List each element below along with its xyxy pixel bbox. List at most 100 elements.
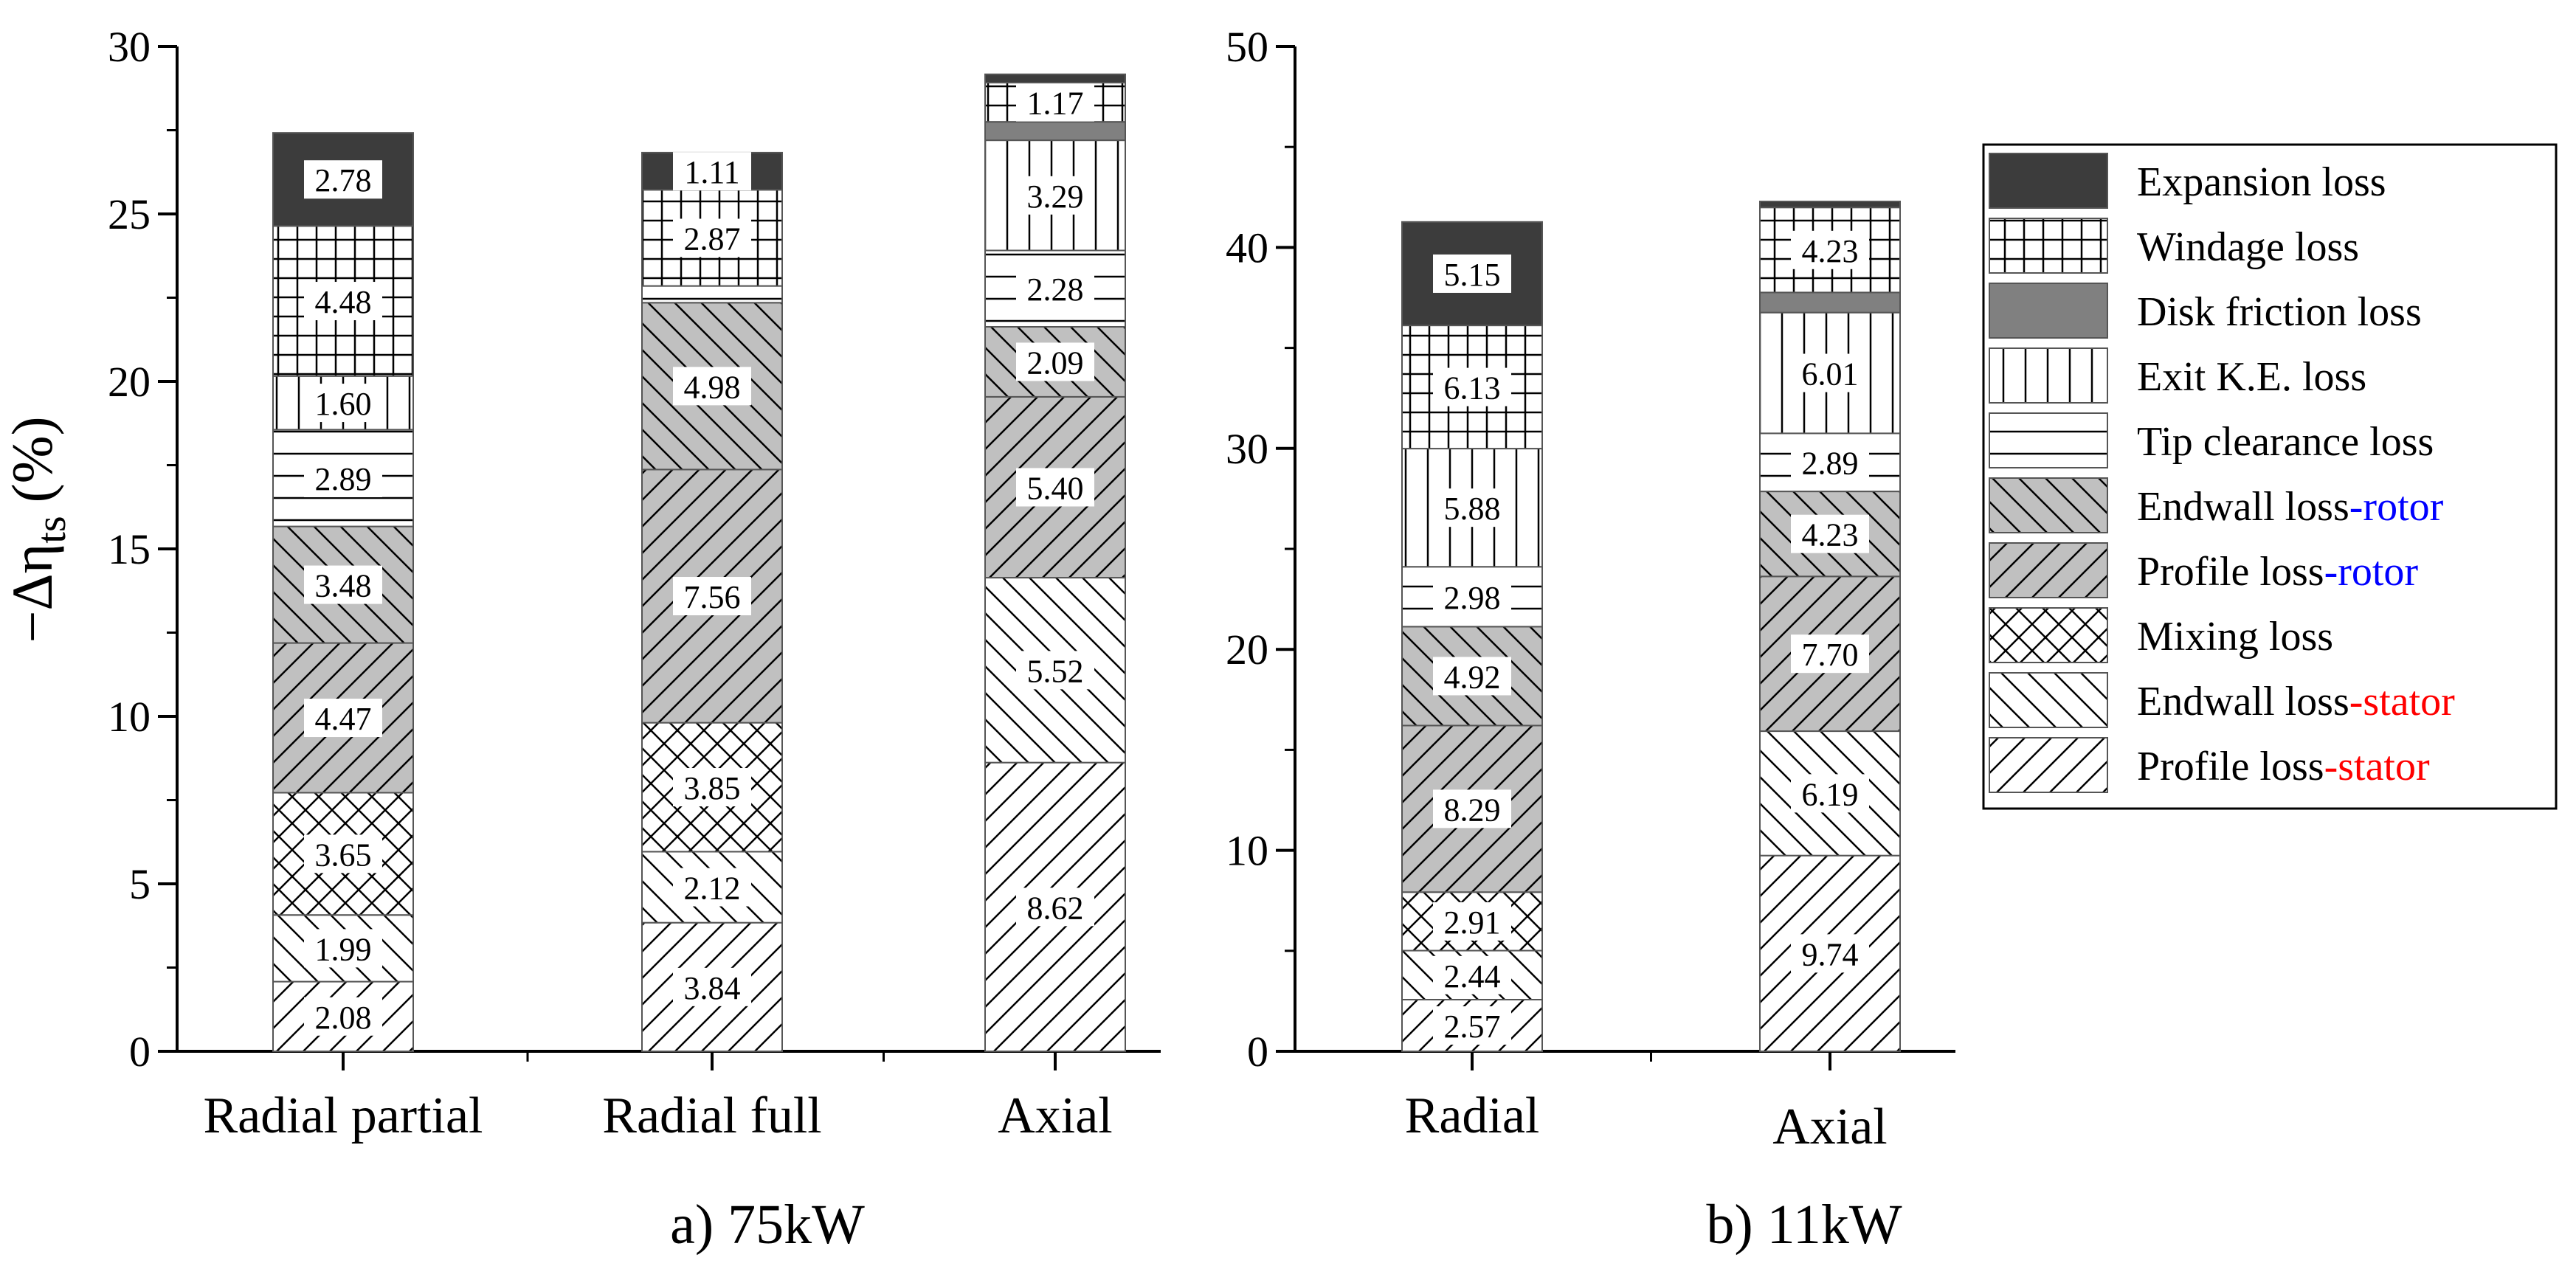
data-label-box <box>304 929 382 968</box>
data-label-box <box>673 768 751 807</box>
legend-label: Windage loss <box>2137 224 2359 270</box>
segment-expansion-loss-border <box>984 73 1126 84</box>
plot-layer: 0 5 10 15 20 25 30 Radial partial Radial full Axi… <box>108 23 1955 1256</box>
data-label: 2.91 <box>1444 904 1501 941</box>
data-label-box <box>1016 83 1094 122</box>
legend-swatch-hatch <box>1989 218 2107 273</box>
legend-label-name: Tip clearance loss <box>2137 419 2434 465</box>
legend-label-name: Exit K.E. loss <box>2137 354 2366 400</box>
panel-title: a) 75kW <box>670 1194 865 1256</box>
legend-label-name: Profile loss <box>2137 744 2324 789</box>
data-label: 2.98 <box>1444 580 1501 616</box>
legend-label-name: Disk friction loss <box>2137 289 2422 335</box>
data-label-box <box>1433 955 1511 994</box>
legend-swatch-hatch <box>1989 608 2107 663</box>
data-label: 8.29 <box>1444 792 1501 828</box>
data-label-box <box>304 699 382 738</box>
y-tick-label: 30 <box>1226 425 1268 473</box>
data-label-box <box>304 282 382 321</box>
legend-label-name: Endwall loss <box>2137 484 2349 530</box>
data-label-box <box>1016 269 1094 308</box>
data-label-box <box>304 565 382 604</box>
data-label-box <box>1433 577 1511 616</box>
data-label-box <box>1791 774 1869 813</box>
data-label-box <box>1791 514 1869 553</box>
y-tick-label: 0 <box>129 1028 151 1076</box>
legend-label-name: Mixing loss <box>2137 614 2333 660</box>
legend-label: Disk friction loss <box>2137 289 2422 335</box>
legend-entry-profile-loss-stator: Profile loss-stator <box>1989 737 2430 793</box>
legend-label: Tip clearance loss <box>2137 419 2434 465</box>
data-label: 6.19 <box>1802 776 1859 812</box>
legend-label-name: Profile loss <box>2137 549 2324 595</box>
data-label-box <box>304 384 382 423</box>
bar-axial: 9.74 6.19 7.70 4.23 2.89 6.01 4.23 <box>1759 201 1901 1052</box>
data-label-box <box>1016 342 1094 381</box>
y-tick-label: 50 <box>1226 23 1268 71</box>
bar-radial: 2.57 2.44 2.91 8.29 4.92 2.98 5.88 6.13 5.15 <box>1401 221 1543 1052</box>
data-label: 7.56 <box>684 579 741 615</box>
legend-label-suffix: -stator <box>2324 744 2430 789</box>
panel-title: b) 11kW <box>1706 1194 1902 1256</box>
legend-swatch-border <box>1989 218 2108 274</box>
legend-entry-windage-loss: Windage loss <box>1989 218 2359 274</box>
data-label: 1.17 <box>1027 86 1084 122</box>
data-label: 4.92 <box>1444 659 1501 695</box>
data-label: 2.44 <box>1444 958 1501 994</box>
bar-axial: 8.62 5.52 5.40 2.09 2.28 3.29 1.17 <box>984 73 1126 1052</box>
y-tick-label: 20 <box>1226 626 1268 674</box>
data-label: 6.01 <box>1802 356 1859 392</box>
legend-label-name: Windage loss <box>2137 224 2359 270</box>
bar-radial-partial: 2.08 1.99 3.65 4.47 3.48 2.89 1.60 4.48 2.78 <box>272 132 414 1052</box>
legend-label: Expansion loss <box>2137 159 2386 205</box>
legend-label: Endwall loss-stator <box>2137 679 2455 724</box>
legend-swatch-hatch <box>1989 673 2107 727</box>
y-tick-label: 25 <box>108 190 151 238</box>
data-label: 2.09 <box>1027 345 1084 381</box>
y-axis-label-main: −Δη <box>0 544 64 643</box>
data-label-box <box>1016 888 1094 927</box>
legend-entry-profile-loss-rotor: Profile loss-rotor <box>1989 542 2418 598</box>
x-tick-label: Radial full <box>602 1087 821 1144</box>
data-label-box <box>304 458 382 497</box>
legend-swatch-hatch <box>1989 348 2107 403</box>
data-label: 4.98 <box>684 369 741 405</box>
segment-disk-friction-loss-fill <box>1760 292 1900 313</box>
segment-expansion-loss-border <box>1401 221 1543 327</box>
panel-1: 0 5 10 15 20 25 30 Radial partial Radial full Axi… <box>108 23 1161 1256</box>
data-label-box <box>673 868 751 907</box>
data-label: 2.78 <box>315 162 372 198</box>
data-label: 3.48 <box>315 568 372 604</box>
data-label-box <box>1433 1006 1511 1045</box>
data-label: 5.15 <box>1444 257 1501 293</box>
legend-swatch-border <box>1989 412 2108 468</box>
legend-entry-exit-k-e-loss: Exit K.E. loss <box>1989 347 2366 404</box>
data-label-box <box>1433 789 1511 828</box>
data-label-box <box>1016 468 1094 507</box>
data-label: 1.11 <box>684 154 739 190</box>
data-label: 3.85 <box>684 770 741 806</box>
panel-2: 0 10 20 30 40 50 Radial Axial 2.57 2.44 2.91 8.29 4.… <box>1226 23 1955 1256</box>
data-label-box <box>1433 254 1511 293</box>
legend-label-suffix: -rotor <box>2324 549 2419 595</box>
data-label-box <box>673 577 751 616</box>
data-label-box <box>1791 634 1869 674</box>
legend-swatch-border <box>1989 477 2108 533</box>
y-tick-label: 0 <box>1247 1028 1268 1076</box>
bar-radial-full: 3.84 2.12 3.85 7.56 4.98 2.87 1.11 <box>641 151 783 1052</box>
segment-expansion-loss-fill <box>1760 201 1900 208</box>
data-label-box <box>1016 651 1094 690</box>
segment-disk-friction-loss-fill <box>985 122 1125 141</box>
data-label: 2.89 <box>1802 446 1859 482</box>
data-label: 8.62 <box>1027 890 1084 926</box>
svg-text:−Δηts(%): −Δηts (%) <box>0 416 75 643</box>
y-tick-label: 10 <box>108 693 151 741</box>
legend-entry-disk-friction-loss: Disk friction loss <box>1989 283 2422 339</box>
data-label-box <box>673 152 751 191</box>
data-label: 1.99 <box>315 931 372 967</box>
data-label-box <box>1791 934 1869 973</box>
segment-expansion-loss-border <box>1759 201 1901 209</box>
legend-label-name: Endwall loss <box>2137 679 2349 724</box>
legend-label: Profile loss-rotor <box>2137 549 2418 595</box>
